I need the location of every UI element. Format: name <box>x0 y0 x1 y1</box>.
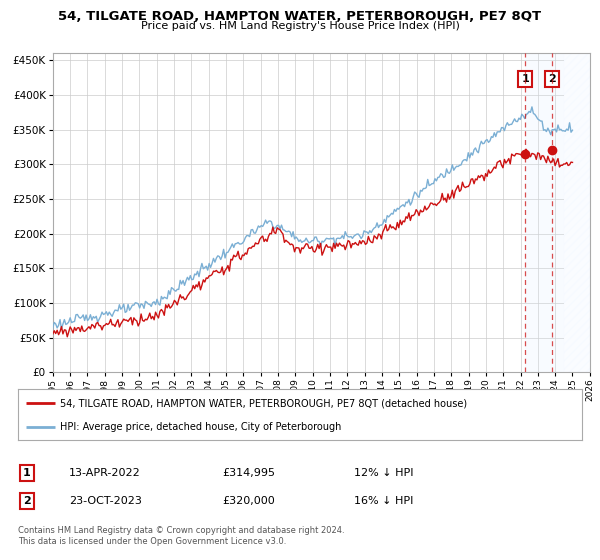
Text: 2: 2 <box>548 74 556 84</box>
Text: 23-OCT-2023: 23-OCT-2023 <box>69 496 142 506</box>
Text: 16% ↓ HPI: 16% ↓ HPI <box>354 496 413 506</box>
Text: 2: 2 <box>23 496 31 506</box>
Text: Contains HM Land Registry data © Crown copyright and database right 2024.
This d: Contains HM Land Registry data © Crown c… <box>18 526 344 546</box>
Bar <box>564 53 598 372</box>
Text: £320,000: £320,000 <box>222 496 275 506</box>
Text: 1: 1 <box>23 468 31 478</box>
Text: 54, TILGATE ROAD, HAMPTON WATER, PETERBOROUGH, PE7 8QT: 54, TILGATE ROAD, HAMPTON WATER, PETERBO… <box>58 10 542 23</box>
Text: 13-APR-2022: 13-APR-2022 <box>69 468 141 478</box>
Text: HPI: Average price, detached house, City of Peterborough: HPI: Average price, detached house, City… <box>60 422 341 432</box>
Text: 12% ↓ HPI: 12% ↓ HPI <box>354 468 413 478</box>
Bar <box>526 53 564 372</box>
Text: Price paid vs. HM Land Registry's House Price Index (HPI): Price paid vs. HM Land Registry's House … <box>140 21 460 31</box>
Bar <box>564 53 598 372</box>
Text: 54, TILGATE ROAD, HAMPTON WATER, PETERBOROUGH, PE7 8QT (detached house): 54, TILGATE ROAD, HAMPTON WATER, PETERBO… <box>60 398 467 408</box>
Text: £314,995: £314,995 <box>222 468 275 478</box>
Text: 1: 1 <box>521 74 529 84</box>
